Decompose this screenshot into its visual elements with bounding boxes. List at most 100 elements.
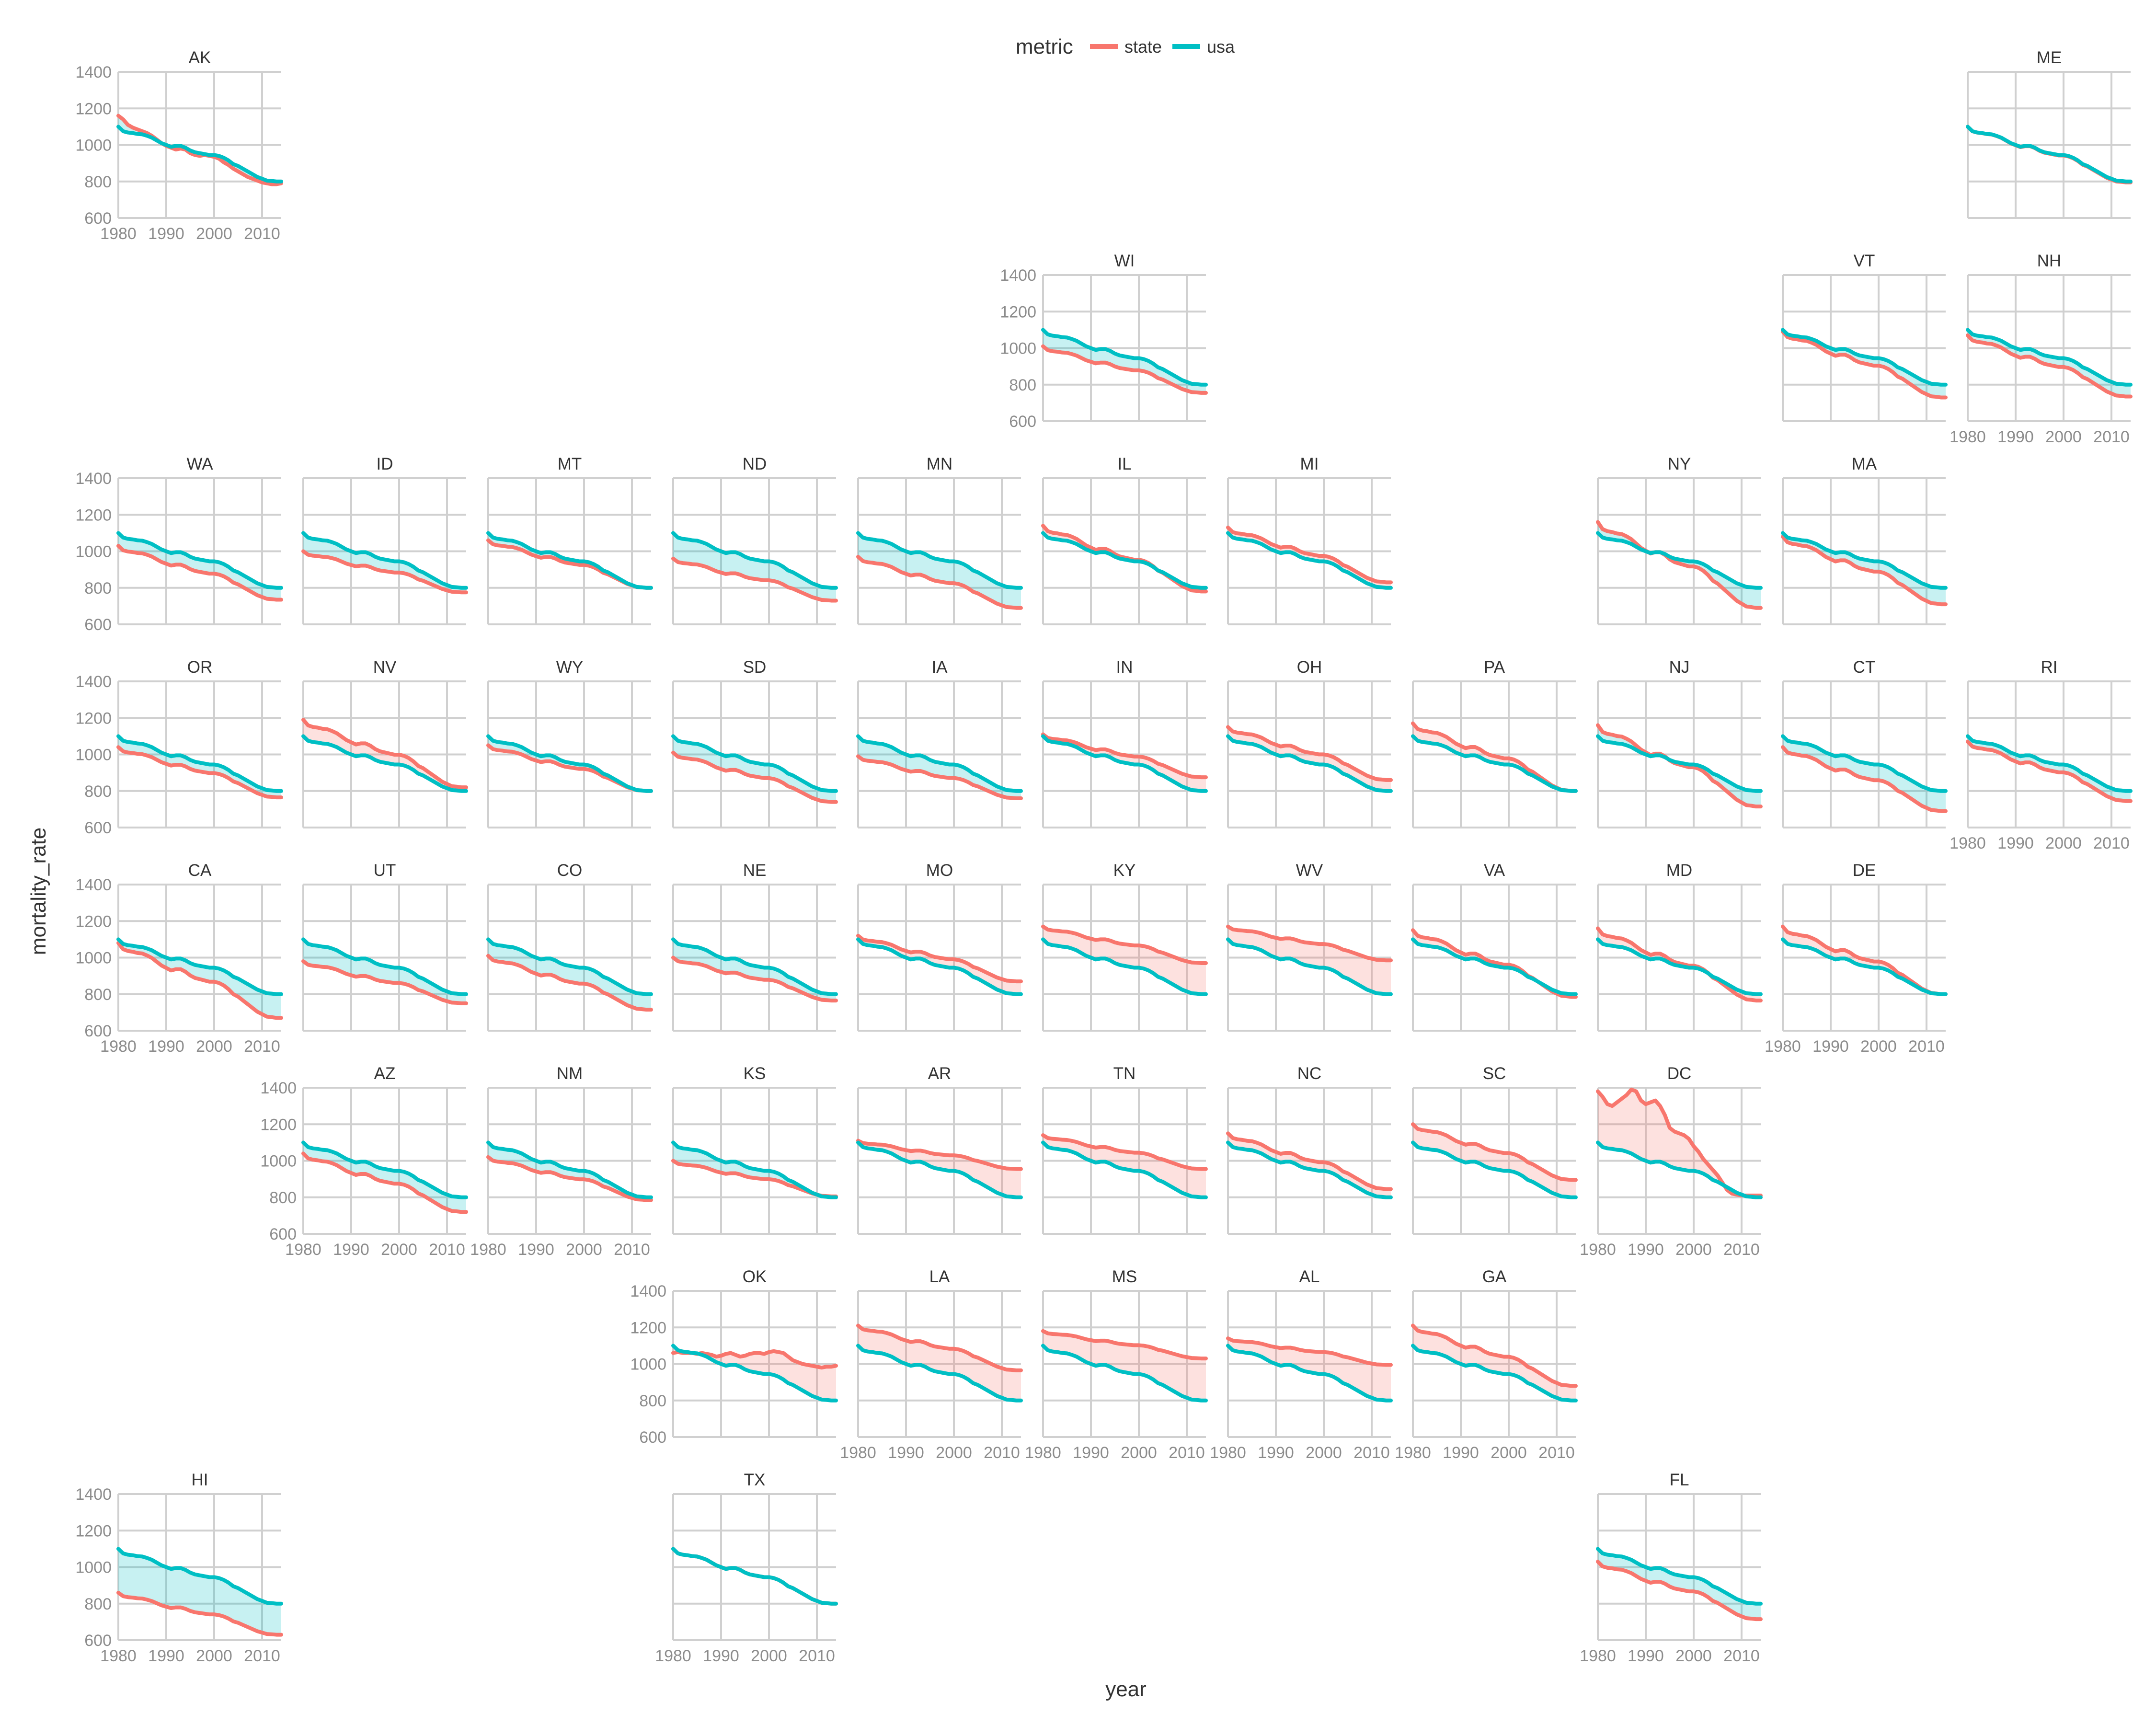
legend-title: metric bbox=[1016, 35, 1073, 58]
y-tick-label: 1200 bbox=[75, 506, 112, 524]
x-tick-label: 1980 bbox=[1950, 834, 1986, 852]
legend-entry-usa: usa bbox=[1172, 37, 1235, 57]
state-series-line bbox=[301, 549, 468, 595]
panel-mi: MI bbox=[1226, 455, 1393, 625]
panel-sd: SD bbox=[671, 658, 838, 828]
x-tick-label: 1990 bbox=[1628, 1647, 1664, 1665]
x-tick-label: 2010 bbox=[1723, 1647, 1760, 1665]
panel-strip-label: RI bbox=[2041, 658, 2058, 677]
panel-mt: MT bbox=[486, 455, 653, 625]
difference-ribbon bbox=[1413, 1124, 1576, 1197]
legend-label-usa: usa bbox=[1207, 37, 1235, 57]
panel-strip-label: MO bbox=[926, 861, 953, 880]
usa-series-line bbox=[1966, 125, 2133, 184]
state-series-line bbox=[856, 1138, 1023, 1171]
panel-nc: NC bbox=[1226, 1064, 1393, 1235]
state-series-line bbox=[671, 955, 838, 1003]
panel-strip-label: HI bbox=[192, 1471, 208, 1489]
y-tick-label: 1400 bbox=[75, 470, 112, 488]
panel-strip-label: CT bbox=[1853, 658, 1876, 677]
y-tick-label: 800 bbox=[84, 782, 112, 801]
legend-label-state: state bbox=[1124, 37, 1162, 57]
x-tick-label: 2000 bbox=[1675, 1647, 1712, 1665]
x-tick-label: 1990 bbox=[1997, 834, 2034, 852]
usa-series-line bbox=[1226, 734, 1393, 793]
panel-ca: CA 600 800 1000 1200 1400 1980 1990 2000 2010 bbox=[75, 861, 283, 1056]
panel-or: OR 600 800 1000 1200 1400 bbox=[75, 658, 283, 837]
state-series-line bbox=[1226, 1131, 1393, 1191]
panel-strip-label: MA bbox=[1852, 455, 1877, 473]
panel-strip-label: NM bbox=[557, 1064, 583, 1083]
panel-mo: MO bbox=[856, 861, 1023, 1032]
x-tick-label: 1990 bbox=[518, 1241, 554, 1259]
usa-series-line bbox=[301, 937, 468, 996]
state-series-line bbox=[1041, 1329, 1208, 1361]
state-series-line bbox=[856, 1323, 1023, 1372]
panel-ia: IA bbox=[856, 658, 1023, 828]
panel-mn: MN bbox=[856, 455, 1023, 625]
state-series-line bbox=[1596, 520, 1763, 610]
difference-ribbon bbox=[673, 736, 836, 802]
usa-series-line bbox=[1411, 1140, 1578, 1199]
difference-ribbon bbox=[303, 1142, 466, 1212]
panel-ms: MS 1980 1990 2000 2010 bbox=[1025, 1267, 1208, 1462]
y-tick-label: 1000 bbox=[75, 949, 112, 967]
x-tick-label: 2010 bbox=[1538, 1444, 1575, 1462]
state-series-line bbox=[486, 1155, 653, 1202]
difference-ribbon bbox=[1043, 926, 1206, 994]
x-tick-label: 1980 bbox=[100, 225, 137, 243]
y-tick-label: 1000 bbox=[1000, 340, 1036, 358]
x-tick-label: 1980 bbox=[1580, 1647, 1616, 1665]
panel-nv: NV bbox=[301, 658, 468, 828]
difference-ribbon bbox=[1783, 736, 1946, 811]
usa-series-line bbox=[1226, 937, 1393, 996]
state-series-line bbox=[671, 750, 838, 804]
usa-series-line bbox=[1411, 734, 1578, 793]
y-tick-label: 1400 bbox=[1000, 266, 1036, 285]
x-tick-label: 2010 bbox=[1723, 1241, 1760, 1259]
y-tick-label: 1200 bbox=[75, 100, 112, 118]
state-series-line bbox=[301, 959, 468, 1005]
usa-series-line bbox=[1226, 1140, 1393, 1199]
panel-strip-label: KY bbox=[1113, 861, 1136, 880]
usa-series-line bbox=[116, 531, 283, 590]
panel-strip-label: MT bbox=[558, 455, 582, 473]
y-tick-label: 1400 bbox=[75, 63, 112, 81]
usa-series-line bbox=[1041, 1140, 1208, 1199]
x-tick-label: 1990 bbox=[888, 1444, 924, 1462]
panels: AK 600 800 1000 1200 1400 1980 1990 2000 2010 ME WI… bbox=[75, 48, 2133, 1665]
panel-strip-label: MI bbox=[1300, 455, 1319, 473]
y-tick-label: 600 bbox=[84, 209, 112, 228]
state-series-line bbox=[1596, 926, 1763, 1003]
panel-sc: SC bbox=[1411, 1064, 1578, 1235]
x-tick-label: 2010 bbox=[244, 1037, 280, 1056]
usa-series-line bbox=[301, 734, 468, 793]
x-tick-label: 2000 bbox=[1121, 1444, 1157, 1462]
panel-strip-label: IL bbox=[1117, 455, 1131, 473]
panel-az: AZ 600 800 1000 1200 1400 1980 1990 2000 2010 bbox=[260, 1064, 468, 1259]
x-tick-label: 1980 bbox=[1395, 1444, 1431, 1462]
panel-nj: NJ bbox=[1596, 658, 1763, 828]
state-series-line bbox=[1596, 1560, 1763, 1622]
x-tick-label: 1980 bbox=[1765, 1037, 1801, 1056]
y-tick-label: 600 bbox=[639, 1428, 666, 1447]
x-tick-label: 1980 bbox=[1950, 428, 1986, 446]
panel-strip-label: ME bbox=[2037, 48, 2062, 67]
panel-wv: WV bbox=[1226, 861, 1393, 1032]
panel-strip-label: OK bbox=[743, 1267, 767, 1286]
difference-ribbon bbox=[1228, 727, 1391, 791]
panel-al: AL 1980 1990 2000 2010 bbox=[1210, 1267, 1393, 1462]
usa-series-line bbox=[1226, 1344, 1393, 1403]
x-tick-label: 1990 bbox=[333, 1241, 369, 1259]
usa-series-line bbox=[1041, 1344, 1208, 1403]
usa-series-line bbox=[856, 937, 1023, 996]
usa-series-line bbox=[1781, 937, 1948, 996]
state-series-line bbox=[116, 1590, 283, 1637]
panel-strip-label: IA bbox=[931, 658, 948, 677]
panel-strip-label: WV bbox=[1296, 861, 1323, 880]
x-tick-label: 2000 bbox=[2045, 834, 2082, 852]
x-tick-label: 2000 bbox=[196, 1037, 232, 1056]
panel-dc: DC 1980 1990 2000 2010 bbox=[1580, 1064, 1763, 1259]
